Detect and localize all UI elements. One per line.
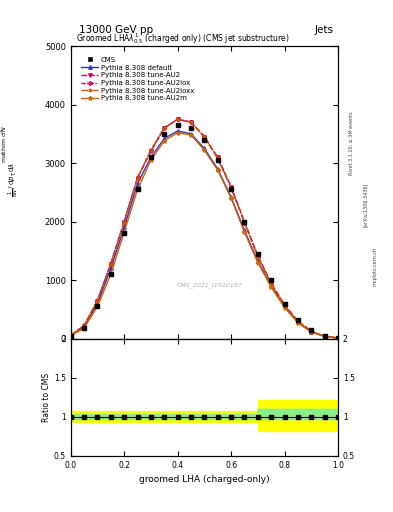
Text: CMS_2021_I1920187: CMS_2021_I1920187	[177, 282, 242, 288]
Text: 13000 GeV pp: 13000 GeV pp	[79, 25, 153, 35]
Text: Jets: Jets	[315, 25, 334, 35]
X-axis label: groomed LHA (charged-only): groomed LHA (charged-only)	[139, 475, 270, 484]
Text: Rivet 3.1.10, ≥ 3M events: Rivet 3.1.10, ≥ 3M events	[349, 112, 354, 175]
Text: mcplots.cern.ch: mcplots.cern.ch	[373, 247, 378, 286]
Text: $\frac{1}{\mathrm{d}N}\,/\,\mathrm{d}p_\mathrm{T}\,\mathrm{d}\lambda$: $\frac{1}{\mathrm{d}N}\,/\,\mathrm{d}p_\…	[7, 161, 21, 197]
Text: Groomed LHA$\lambda^{1}_{0.5}$ (charged only) (CMS jet substructure): Groomed LHA$\lambda^{1}_{0.5}$ (charged …	[76, 31, 290, 46]
Legend: CMS, Pythia 8.308 default, Pythia 8.308 tune-AU2, Pythia 8.308 tune-AU2lox, Pyth: CMS, Pythia 8.308 default, Pythia 8.308 …	[79, 55, 196, 103]
Text: $\mathrm{mathrm\,d}^2\!N$: $\mathrm{mathrm\,d}^2\!N$	[0, 124, 9, 163]
Text: [arXiv:1306.3436]: [arXiv:1306.3436]	[363, 183, 368, 227]
Y-axis label: Ratio to CMS: Ratio to CMS	[42, 373, 51, 422]
